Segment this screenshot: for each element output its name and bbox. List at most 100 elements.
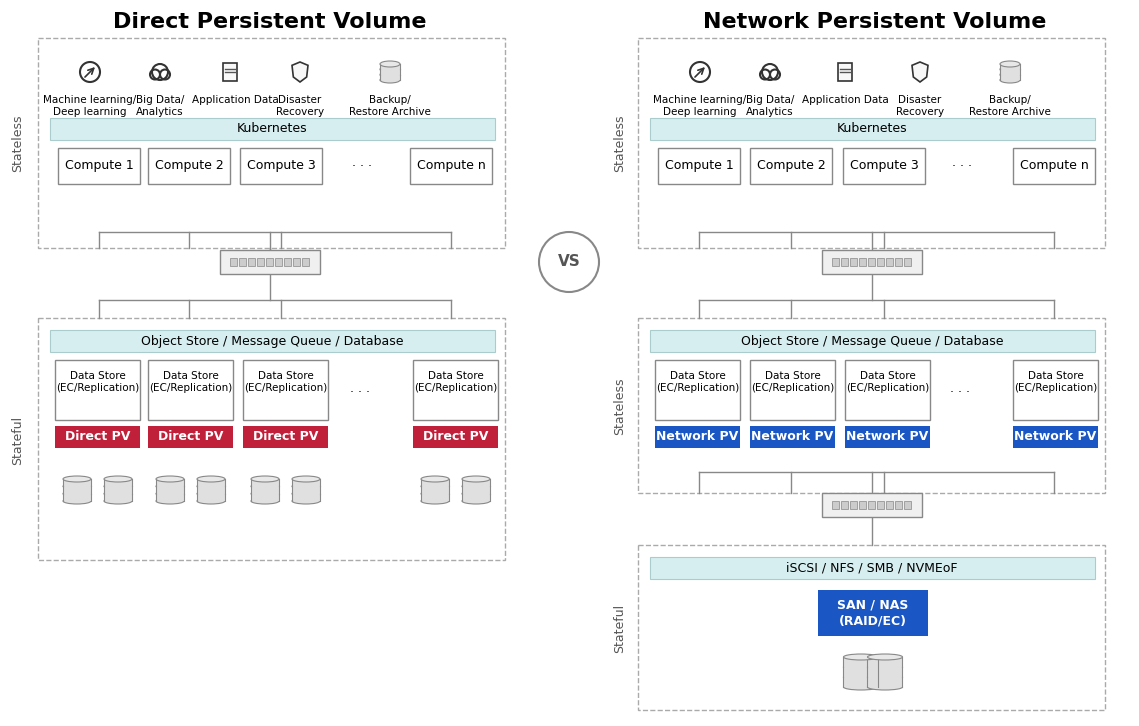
Ellipse shape (251, 476, 279, 482)
Bar (50, 118, 495, 140)
Bar (285, 258, 292, 266)
Text: Machine learning/
Deep learning: Machine learning/ Deep learning (43, 95, 137, 117)
Ellipse shape (156, 484, 185, 489)
Bar (868, 677, 902, 687)
FancyBboxPatch shape (1013, 360, 1098, 420)
FancyBboxPatch shape (658, 148, 740, 184)
Text: Data Store
(EC/Replication): Data Store (EC/Replication) (751, 371, 834, 393)
Bar (63, 479, 91, 486)
Ellipse shape (197, 498, 226, 504)
Text: Machine learning/
Deep learning: Machine learning/ Deep learning (654, 95, 747, 117)
Ellipse shape (844, 664, 878, 670)
Ellipse shape (156, 476, 185, 482)
Bar (904, 258, 911, 266)
Bar (650, 330, 1095, 352)
Bar (844, 657, 878, 667)
Text: SAN / NAS
(RAID/EC): SAN / NAS (RAID/EC) (837, 599, 909, 627)
Bar (63, 486, 91, 494)
Text: Stateful: Stateful (614, 603, 626, 653)
Bar (251, 494, 279, 501)
Text: Direct Persistent Volume: Direct Persistent Volume (113, 12, 427, 32)
Text: Compute n: Compute n (417, 160, 485, 173)
Bar (50, 330, 495, 352)
Bar (833, 501, 839, 509)
Bar (842, 501, 849, 509)
Text: · · ·: · · · (950, 386, 970, 399)
Text: · · ·: · · · (952, 160, 972, 173)
Bar (1000, 70, 1021, 75)
Text: Data Store
(EC/Replication): Data Store (EC/Replication) (244, 371, 327, 393)
Ellipse shape (844, 654, 878, 660)
Bar (842, 258, 849, 266)
Bar (462, 486, 490, 494)
Bar (156, 479, 185, 486)
Bar (380, 64, 400, 70)
FancyBboxPatch shape (845, 360, 931, 420)
Bar (851, 258, 858, 266)
Text: Data Store
(EC/Replication): Data Store (EC/Replication) (56, 371, 139, 393)
FancyBboxPatch shape (843, 148, 925, 184)
Bar (868, 667, 902, 677)
Text: Network PV: Network PV (656, 431, 738, 444)
FancyBboxPatch shape (220, 250, 320, 274)
FancyBboxPatch shape (822, 493, 921, 517)
Ellipse shape (462, 498, 490, 504)
Bar (292, 494, 320, 501)
FancyBboxPatch shape (243, 360, 328, 420)
FancyBboxPatch shape (749, 360, 835, 420)
Ellipse shape (251, 484, 279, 489)
Text: Disaster
Recovery: Disaster Recovery (276, 95, 325, 117)
Bar (868, 657, 902, 667)
FancyBboxPatch shape (240, 148, 322, 184)
Text: Direct PV: Direct PV (158, 431, 223, 444)
Bar (886, 258, 893, 266)
Ellipse shape (462, 484, 490, 489)
Bar (197, 479, 226, 486)
Text: Compute 1: Compute 1 (665, 160, 734, 173)
Bar (239, 258, 246, 266)
Text: Big Data/
Analytics: Big Data/ Analytics (746, 95, 794, 117)
Text: Compute 1: Compute 1 (65, 160, 133, 173)
Ellipse shape (292, 484, 320, 489)
Text: Compute 3: Compute 3 (850, 160, 918, 173)
Bar (380, 75, 400, 80)
Bar (230, 258, 238, 266)
Bar (104, 494, 132, 501)
Ellipse shape (1000, 61, 1021, 67)
Ellipse shape (868, 654, 902, 660)
Text: Object Store / Message Queue / Database: Object Store / Message Queue / Database (740, 335, 1003, 348)
Text: Compute 3: Compute 3 (247, 160, 316, 173)
Text: Kubernetes: Kubernetes (237, 123, 308, 136)
Bar (895, 258, 902, 266)
Text: · · ·: · · · (350, 386, 370, 399)
FancyBboxPatch shape (55, 360, 140, 420)
Text: Direct PV: Direct PV (65, 431, 130, 444)
Bar (413, 426, 498, 448)
Ellipse shape (462, 491, 490, 497)
FancyBboxPatch shape (838, 63, 852, 81)
Bar (156, 494, 185, 501)
Bar (650, 118, 1095, 140)
Bar (380, 70, 400, 75)
FancyBboxPatch shape (822, 250, 921, 274)
Bar (148, 426, 233, 448)
Text: Kubernetes: Kubernetes (837, 123, 908, 136)
Bar (1000, 64, 1021, 70)
Text: Direct PV: Direct PV (253, 431, 318, 444)
Bar (197, 494, 226, 501)
Text: Compute 2: Compute 2 (756, 160, 826, 173)
Ellipse shape (156, 491, 185, 497)
Ellipse shape (292, 498, 320, 504)
Text: Object Store / Message Queue / Database: Object Store / Message Queue / Database (141, 335, 403, 348)
Bar (845, 426, 931, 448)
Bar (276, 258, 282, 266)
Ellipse shape (868, 674, 902, 680)
Ellipse shape (197, 476, 226, 482)
Bar (860, 258, 867, 266)
Bar (63, 494, 91, 501)
Ellipse shape (380, 61, 400, 67)
Ellipse shape (844, 674, 878, 680)
Ellipse shape (844, 684, 878, 690)
Bar (844, 667, 878, 677)
Ellipse shape (292, 476, 320, 482)
